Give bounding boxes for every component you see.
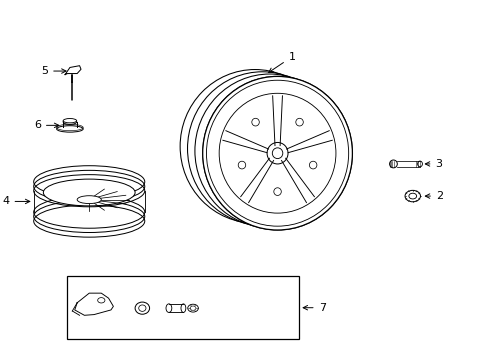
Ellipse shape (417, 161, 422, 167)
Ellipse shape (135, 302, 149, 314)
Text: 2: 2 (425, 191, 442, 201)
Ellipse shape (187, 304, 198, 312)
Bar (67, 276, 299, 339)
Ellipse shape (77, 196, 101, 203)
Text: 6: 6 (34, 120, 59, 130)
Ellipse shape (63, 118, 77, 123)
Ellipse shape (404, 190, 420, 202)
Text: 7: 7 (303, 303, 325, 313)
Ellipse shape (43, 179, 135, 206)
Ellipse shape (63, 119, 77, 125)
Ellipse shape (165, 304, 171, 312)
Ellipse shape (389, 160, 396, 168)
Text: 5: 5 (41, 66, 66, 76)
Text: 4: 4 (2, 197, 30, 206)
Ellipse shape (57, 126, 83, 132)
Polygon shape (65, 66, 81, 75)
Ellipse shape (203, 76, 352, 230)
Polygon shape (75, 293, 113, 315)
Text: 3: 3 (425, 159, 442, 169)
Ellipse shape (181, 304, 185, 312)
Text: 1: 1 (268, 52, 295, 72)
